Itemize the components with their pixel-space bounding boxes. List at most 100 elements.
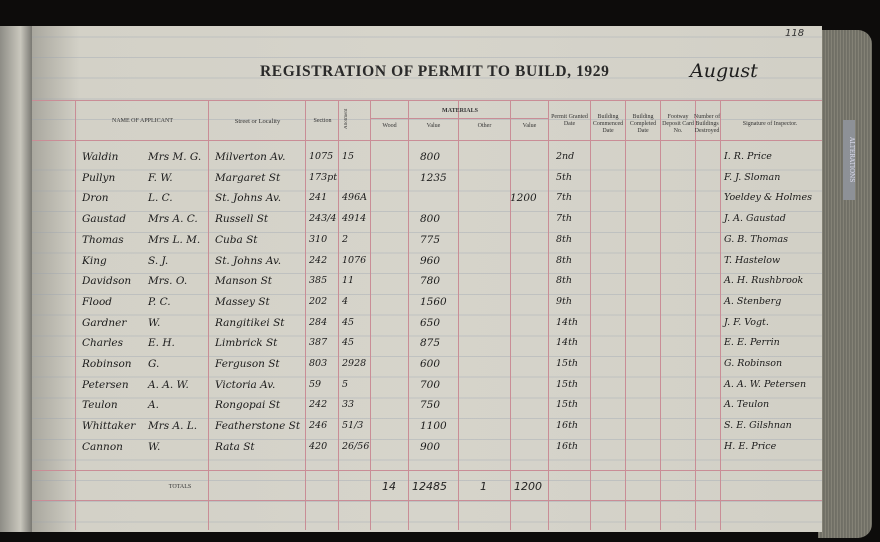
applicant-surname: Thomas: [82, 233, 124, 246]
section: 241: [309, 192, 328, 204]
inspector-signature: I. R. Price: [724, 151, 772, 162]
applicant-surname: Dron: [82, 192, 109, 205]
street: Massey St: [215, 295, 270, 308]
section: 242: [309, 254, 328, 266]
column-rule: [370, 100, 371, 530]
street: St. Johns Av.: [215, 254, 282, 267]
section: 246: [309, 420, 328, 432]
permit-date: 16th: [556, 440, 579, 452]
inspector-signature: J. A. Gaustad: [724, 213, 786, 225]
applicant-surname: Teulon: [82, 399, 118, 412]
ledger-page: [32, 26, 822, 532]
applicant-initials: W.: [148, 440, 161, 453]
applicant-surname: Flood: [82, 295, 113, 308]
materials-value: 600: [420, 358, 441, 370]
applicant-surname: Petersen: [82, 378, 129, 391]
applicant-surname: Whittaker: [82, 420, 136, 433]
header-materials: MATERIALS: [442, 108, 478, 114]
applicant-initials: L. C.: [148, 192, 173, 205]
applicant-initials: A.: [148, 399, 159, 412]
section: 242: [309, 399, 328, 411]
inspector-signature: A. H. Rushbrook: [724, 275, 804, 287]
allotment: 4: [342, 295, 349, 307]
inspector-signature: G. Robinson: [724, 358, 783, 369]
materials-value: 750: [420, 399, 441, 412]
allotment: 45: [342, 337, 355, 349]
materials-value: 875: [420, 337, 441, 350]
applicant-initials: Mrs A. C.: [148, 213, 198, 226]
permit-date: 8th: [556, 275, 572, 287]
inspector-signature: E. E. Perrin: [724, 337, 780, 349]
row-rule: [32, 470, 822, 471]
materials-value: 1560: [420, 295, 447, 308]
applicant-initials: A. A. W.: [148, 378, 189, 391]
applicant-initials: Mrs M. G.: [148, 151, 202, 163]
permit-date: 7th: [556, 192, 572, 204]
column-rule: [458, 100, 459, 530]
section: 173pt: [309, 171, 338, 183]
other-value: 1200: [510, 192, 537, 205]
inspector-signature: Yoeldey & Holmes: [724, 192, 812, 204]
street: Ferguson St: [215, 358, 280, 370]
total-other: 1: [480, 480, 487, 493]
page-stack-edge: [818, 30, 872, 538]
materials-value: 1235: [420, 171, 447, 184]
applicant-initials: Mrs A. L.: [148, 420, 198, 433]
applicant-initials: P. C.: [148, 295, 171, 308]
materials-value: 800: [420, 151, 441, 163]
header-wood: Wood: [382, 123, 397, 129]
header-signature: Signature of Inspector.: [742, 121, 798, 127]
applicant-surname: Cannon: [82, 440, 123, 453]
section: 385: [309, 275, 328, 287]
applicant-surname: Pullyn: [82, 171, 116, 184]
materials-value: 800: [420, 213, 441, 226]
street: Milverton Av.: [215, 151, 286, 163]
row-rule: [32, 500, 822, 501]
header-section: Section: [313, 118, 332, 124]
street: Manson St: [215, 275, 272, 288]
applicant-surname: Gaustad: [82, 213, 126, 226]
applicant-initials: G.: [148, 358, 160, 370]
allotment: 33: [342, 399, 355, 411]
permit-date: 8th: [556, 254, 572, 266]
applicant-surname: Charles: [82, 337, 124, 350]
inspector-signature: G. B. Thomas: [724, 233, 789, 245]
inspector-signature: A. Teulon: [724, 399, 770, 411]
section: 243/4: [309, 213, 337, 225]
inspector-signature: A. A. W. Petersen: [724, 378, 807, 390]
section: 387: [309, 337, 328, 349]
section: 202: [309, 295, 328, 307]
permit-date: 14th: [556, 316, 579, 328]
header-name: NAME OF APPLICANT: [111, 118, 173, 124]
header-permit-date: Permit Granted Date: [551, 114, 588, 127]
header-completed-date: Building Completed Date: [629, 114, 657, 134]
inspector-signature: F. J. Sloman: [724, 171, 781, 183]
materials-value: 700: [420, 378, 441, 391]
header-allotment: Allotment: [344, 108, 349, 130]
header-value-other: Value: [522, 123, 537, 129]
allotment: 15: [342, 151, 355, 162]
header-footway-card: Footway Deposit Card No.: [662, 114, 694, 134]
total-other-value: 1200: [514, 480, 542, 493]
permit-date: 8th: [556, 233, 572, 245]
applicant-surname: Gardner: [82, 316, 127, 329]
header-value-wood: Value: [426, 123, 441, 129]
column-rule: [305, 100, 306, 530]
materials-value: 775: [420, 233, 441, 246]
applicant-surname: Robinson: [82, 358, 132, 370]
street: Victoria Av.: [215, 378, 276, 391]
allotment: 45: [342, 316, 355, 328]
permit-date: 14th: [556, 337, 579, 349]
allotment: 496A: [342, 192, 367, 204]
row-rule: [32, 100, 822, 101]
section: 284: [309, 316, 328, 328]
permit-date: 15th: [556, 378, 579, 390]
permit-date: 16th: [556, 420, 579, 432]
header-commenced-date: Building Commenced Date: [592, 114, 624, 134]
applicant-initials: F. W.: [148, 171, 173, 184]
street: St. Johns Av.: [215, 192, 282, 205]
column-rule: [510, 100, 511, 530]
section: 310: [309, 233, 328, 245]
permit-date: 7th: [556, 213, 572, 225]
permit-date: 2nd: [556, 151, 575, 162]
